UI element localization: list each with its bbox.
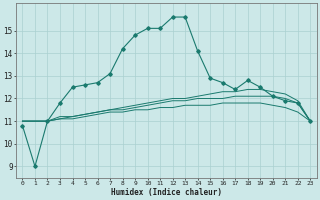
X-axis label: Humidex (Indice chaleur): Humidex (Indice chaleur) — [111, 188, 222, 197]
